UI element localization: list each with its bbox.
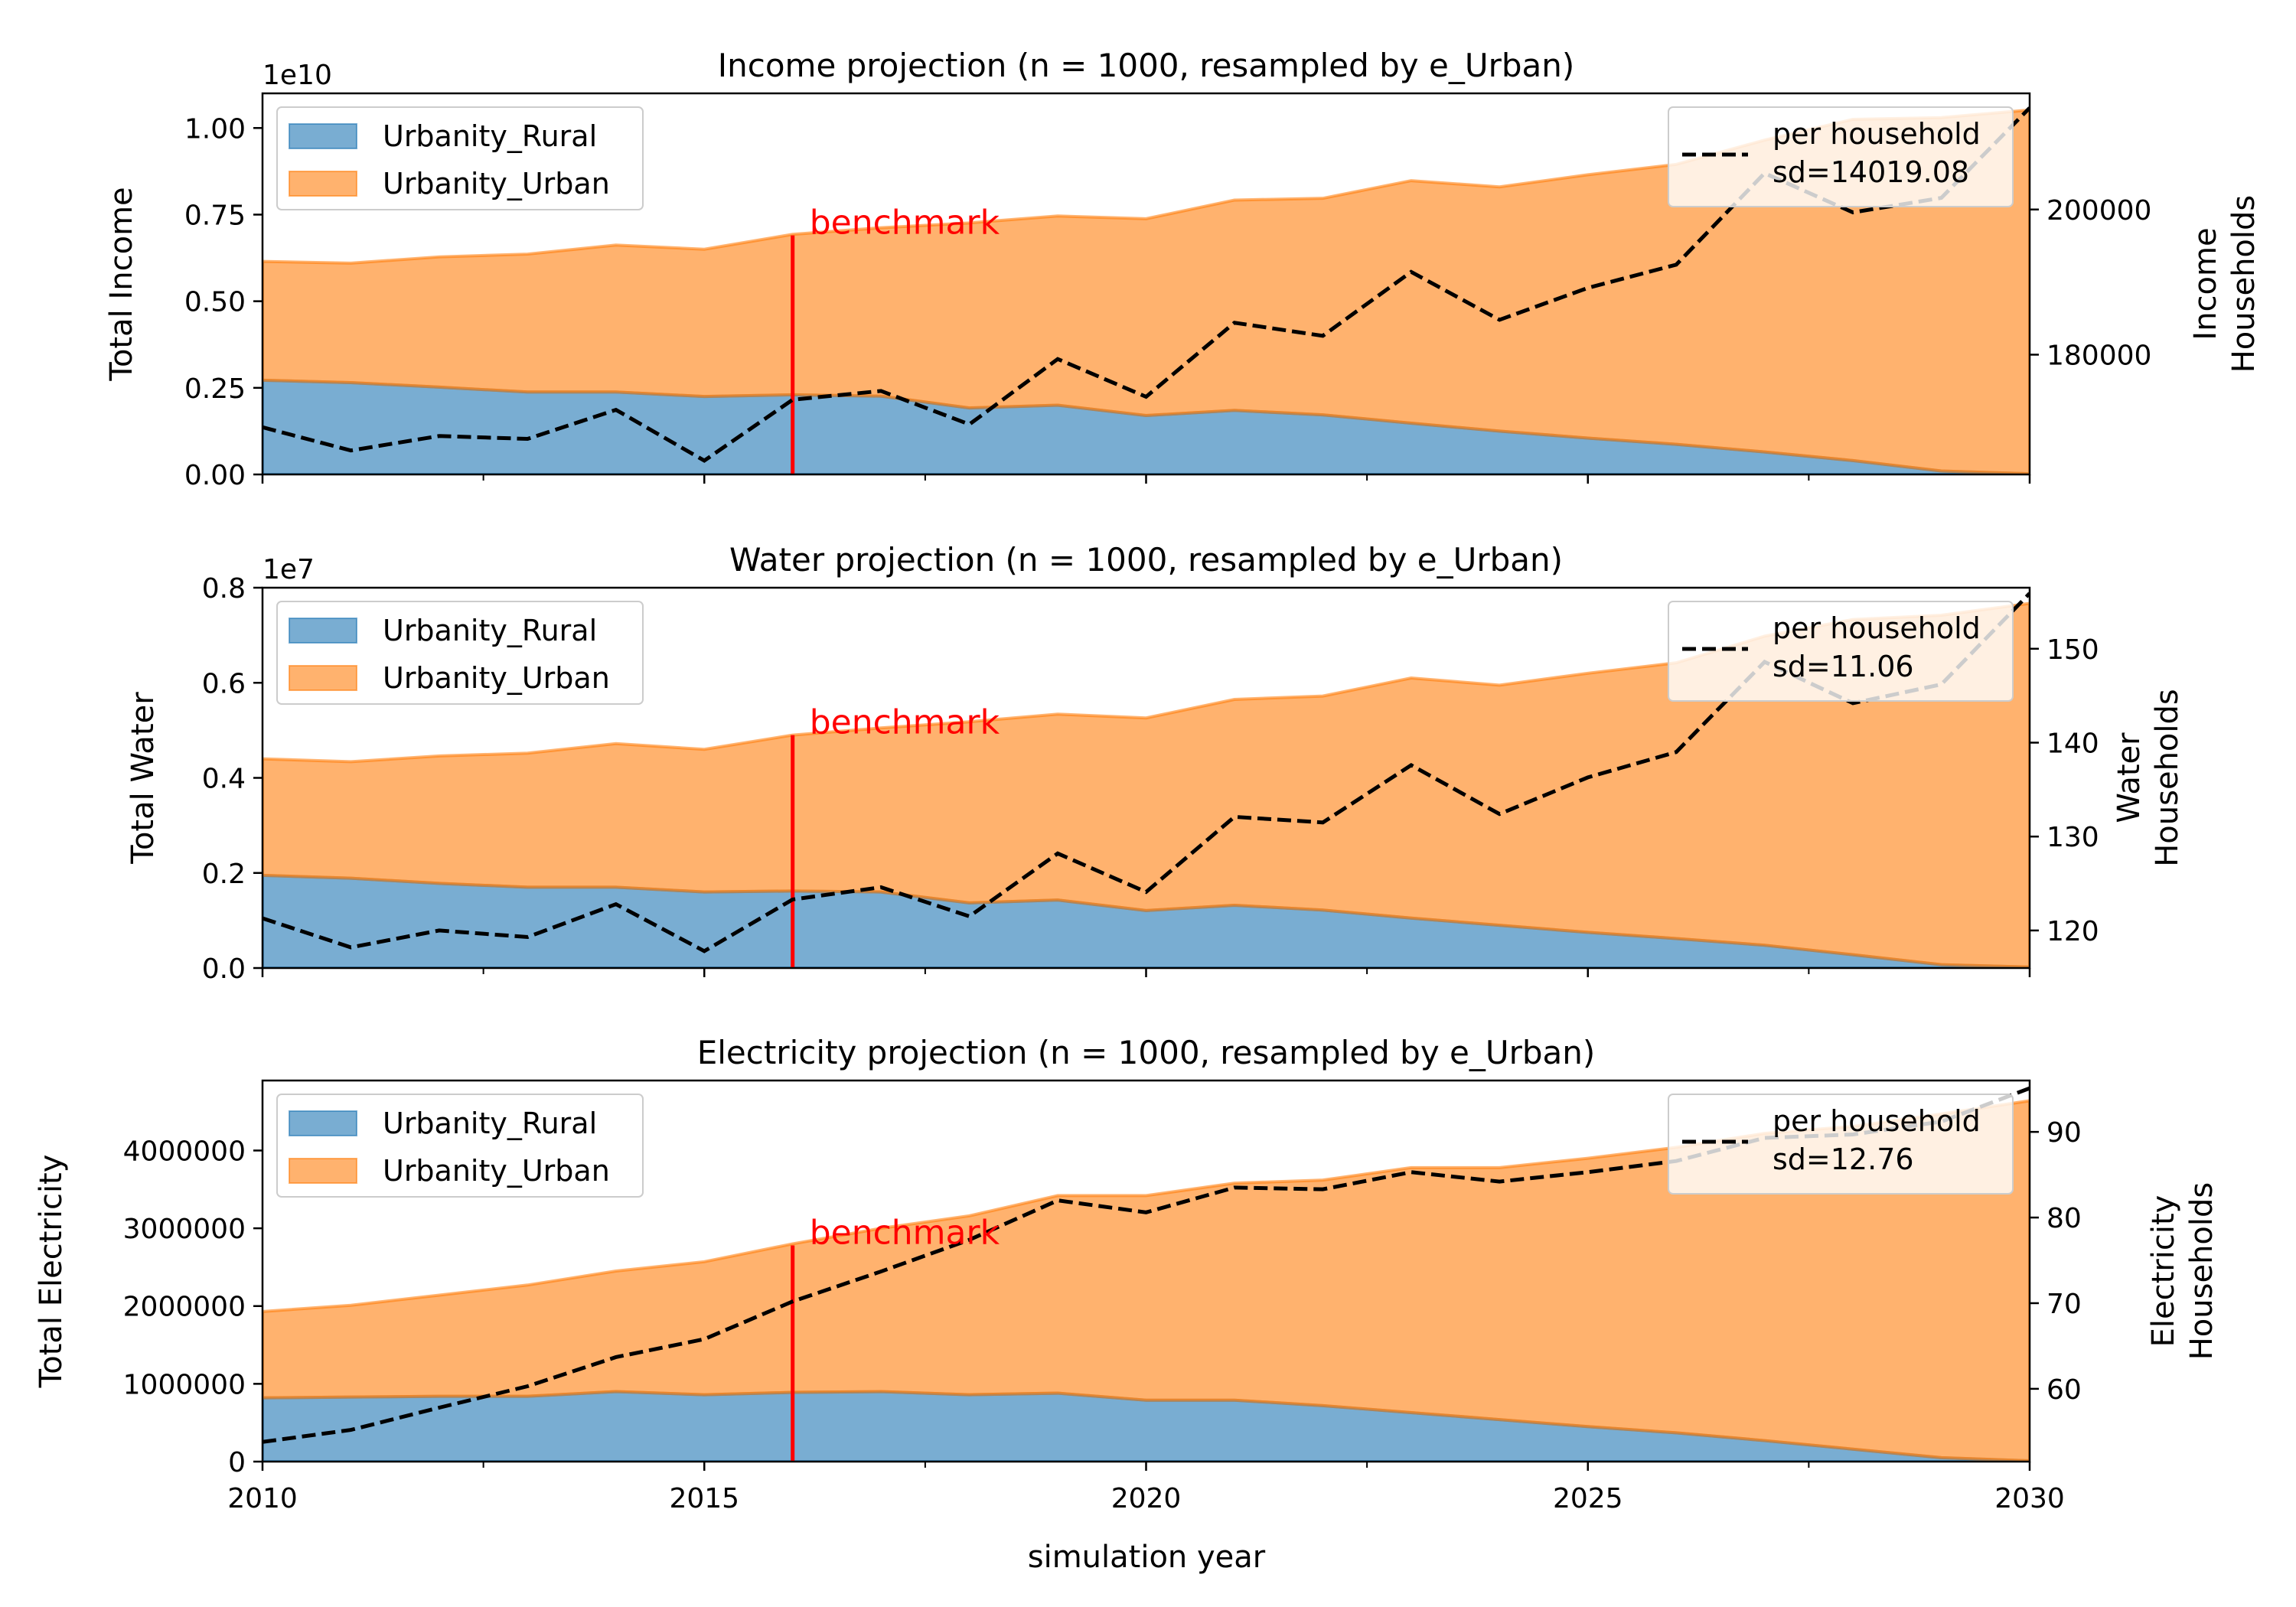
y2-axis-label-line: Households	[2184, 1182, 2219, 1361]
y-axis-label: Total Electricity	[34, 1155, 69, 1389]
plot-area	[263, 106, 2030, 474]
chart-title: Electricity projection (n = 1000, resamp…	[697, 1034, 1596, 1071]
legend-swatch-1	[289, 665, 357, 691]
legend-left-box	[276, 1094, 644, 1198]
x-tick-label: 2010	[227, 1483, 298, 1514]
y-axis-label: Total Water	[126, 692, 161, 865]
legend-right: per household sd=12.76	[1668, 1094, 2014, 1195]
legend-left: Urbanity_Rural Urbanity_Urban	[276, 1094, 644, 1198]
y2-axis-label-line: Households	[2226, 195, 2262, 373]
y2-tick-label: 70	[2047, 1289, 2082, 1320]
area-urbanity-urban	[263, 108, 2030, 474]
plot-area	[263, 1086, 2030, 1462]
area-urbanity-urban	[263, 1099, 2030, 1462]
y-tick-label: 0.75	[184, 200, 246, 231]
legend-label-0: Urbanity_Rural	[383, 119, 597, 153]
legend-label-1: Urbanity_Urban	[383, 167, 610, 200]
legend-right: per household sd=14019.08	[1668, 106, 2014, 207]
x-tick-label: 2015	[669, 1483, 739, 1514]
legend-right-box	[1668, 601, 2014, 702]
y2-tick-label: 120	[2047, 916, 2099, 947]
y-tick-label: 0	[228, 1447, 246, 1478]
y-tick-label: 0.2	[202, 859, 246, 890]
legend-label-0: Urbanity_Rural	[383, 614, 597, 647]
chart-panels: benchmarkUrbanity_RuralUrbanity_Urbanper…	[34, 47, 2262, 1514]
panel-0: benchmark Urbanity_Rural Urbanity_Urban per…	[104, 47, 2262, 491]
y2-tick-label: 60	[2047, 1374, 2082, 1406]
y2-axis-label: Electricity Households	[2146, 1182, 2219, 1361]
y2-axis-label-line: Households	[2150, 689, 2185, 867]
legend-swatch-1	[289, 171, 357, 197]
y-tick-label: 0.8	[202, 573, 246, 605]
x-tick-label: 2020	[1111, 1483, 1182, 1514]
chart-title: Income projection (n = 1000, resampled b…	[718, 47, 1575, 84]
y2-axis-label-line: Electricity	[2146, 1195, 2181, 1348]
legend-left-box	[276, 601, 644, 705]
y-tick-label: 4000000	[123, 1136, 246, 1167]
y2-axis-label-line: Water	[2112, 732, 2147, 823]
legend-right-box	[1668, 1094, 2014, 1195]
y-offset-label: 1e10	[263, 60, 332, 91]
y-tick-label: 0.6	[202, 668, 246, 699]
y-tick-label: 0.4	[202, 764, 246, 795]
panel-2: benchmark Urbanity_Rural Urbanity_Urban per…	[34, 1034, 2219, 1514]
benchmark-label: benchmark	[810, 1213, 1000, 1252]
y-tick-label: 3000000	[123, 1214, 246, 1245]
legend-swatch-1	[289, 1158, 357, 1184]
legend-left-box	[276, 106, 644, 210]
legend-right: per household sd=11.06	[1668, 601, 2014, 702]
y2-axis-label: Income Households	[2188, 195, 2262, 373]
legend-right-box	[1668, 106, 2014, 207]
y-tick-label: 1000000	[123, 1369, 246, 1400]
y2-tick-label: 130	[2047, 822, 2099, 853]
y-tick-label: 0.25	[184, 373, 246, 405]
legend-swatch-0	[289, 123, 357, 149]
legend-swatch-0	[289, 618, 357, 644]
legend-right-line2: sd=14019.08	[1773, 155, 1969, 189]
legend-left: Urbanity_Rural Urbanity_Urban	[276, 106, 644, 210]
y2-tick-label: 180000	[2047, 340, 2151, 371]
y-tick-label: 2000000	[123, 1292, 246, 1323]
legend-right-line2: sd=11.06	[1773, 650, 1914, 683]
y-axis-label: Total Income	[104, 187, 139, 381]
y-tick-label: 0.00	[184, 460, 246, 491]
y-tick-label: 0.0	[202, 953, 246, 985]
legend-right-line1: per household	[1773, 1104, 1981, 1138]
benchmark-label: benchmark	[810, 703, 1000, 742]
legend-label-0: Urbanity_Rural	[383, 1107, 597, 1140]
legend-right-line2: sd=12.76	[1773, 1143, 1914, 1176]
legend-label-1: Urbanity_Urban	[383, 1154, 610, 1188]
legend-swatch-0	[289, 1110, 357, 1136]
y2-axis-label: Water Households	[2112, 689, 2185, 867]
y-tick-label: 0.50	[184, 287, 246, 318]
y2-tick-label: 200000	[2047, 195, 2151, 227]
panel-1: benchmark Urbanity_Rural Urbanity_Urban per…	[126, 541, 2185, 985]
y2-tick-label: 90	[2047, 1117, 2082, 1149]
y2-tick-label: 150	[2047, 634, 2099, 666]
y2-axis-label-line: Income	[2188, 227, 2223, 340]
legend-label-1: Urbanity_Urban	[383, 661, 610, 695]
legend-right-line1: per household	[1773, 117, 1981, 151]
legend-left: Urbanity_Rural Urbanity_Urban	[276, 601, 644, 705]
plot-area	[263, 592, 2030, 968]
y2-tick-label: 80	[2047, 1203, 2082, 1234]
benchmark-label: benchmark	[810, 204, 1000, 243]
x-axis-label: simulation year	[1028, 1540, 1266, 1575]
y-offset-label: 1e7	[263, 554, 315, 585]
x-tick-label: 2025	[1553, 1483, 1623, 1514]
legend-right-line1: per household	[1773, 611, 1981, 645]
chart-title: Water projection (n = 1000, resampled by…	[729, 541, 1563, 579]
y-tick-label: 1.00	[184, 113, 246, 145]
x-tick-label: 2030	[1994, 1483, 2065, 1514]
y2-tick-label: 140	[2047, 728, 2099, 759]
